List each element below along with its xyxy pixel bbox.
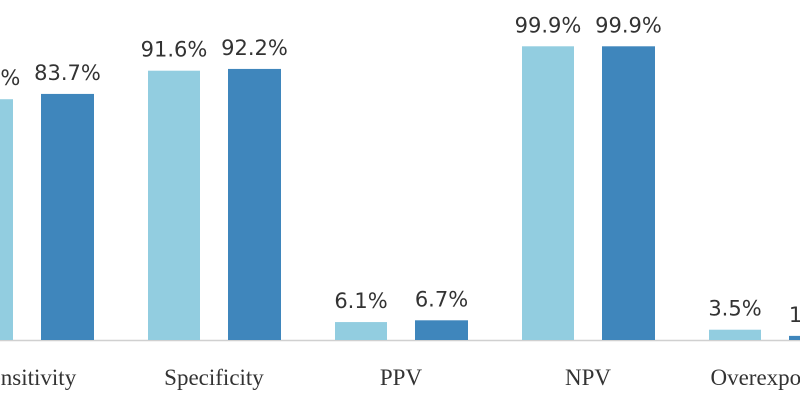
bar bbox=[228, 68, 281, 340]
value-label: 92.2% bbox=[221, 36, 288, 60]
x-tick-label: Specificity bbox=[164, 365, 264, 390]
x-tick-label: Sensitivity bbox=[0, 365, 77, 390]
x-tick-label: PPV bbox=[380, 365, 423, 390]
value-label: 99.9% bbox=[595, 13, 662, 37]
bar bbox=[0, 99, 13, 341]
value-label: 83.7% bbox=[34, 61, 101, 85]
value-label: 6.1% bbox=[334, 289, 387, 313]
bar bbox=[709, 329, 761, 340]
bar bbox=[415, 320, 468, 340]
bar bbox=[789, 335, 800, 340]
bar bbox=[335, 322, 387, 340]
value-label: 91.6% bbox=[141, 38, 208, 62]
value-label: 1.4% bbox=[789, 303, 800, 327]
bar bbox=[602, 46, 655, 340]
bar bbox=[148, 70, 200, 341]
value-label: 3.5% bbox=[708, 297, 761, 321]
bar bbox=[41, 93, 94, 340]
x-tick-label: NPV bbox=[565, 365, 611, 390]
bar bbox=[522, 46, 574, 340]
x-tick-label: Overexposure bbox=[710, 365, 800, 390]
value-label: 99.9% bbox=[515, 13, 582, 37]
value-label: 81.9% bbox=[0, 66, 20, 90]
value-label: 6.7% bbox=[415, 287, 468, 311]
